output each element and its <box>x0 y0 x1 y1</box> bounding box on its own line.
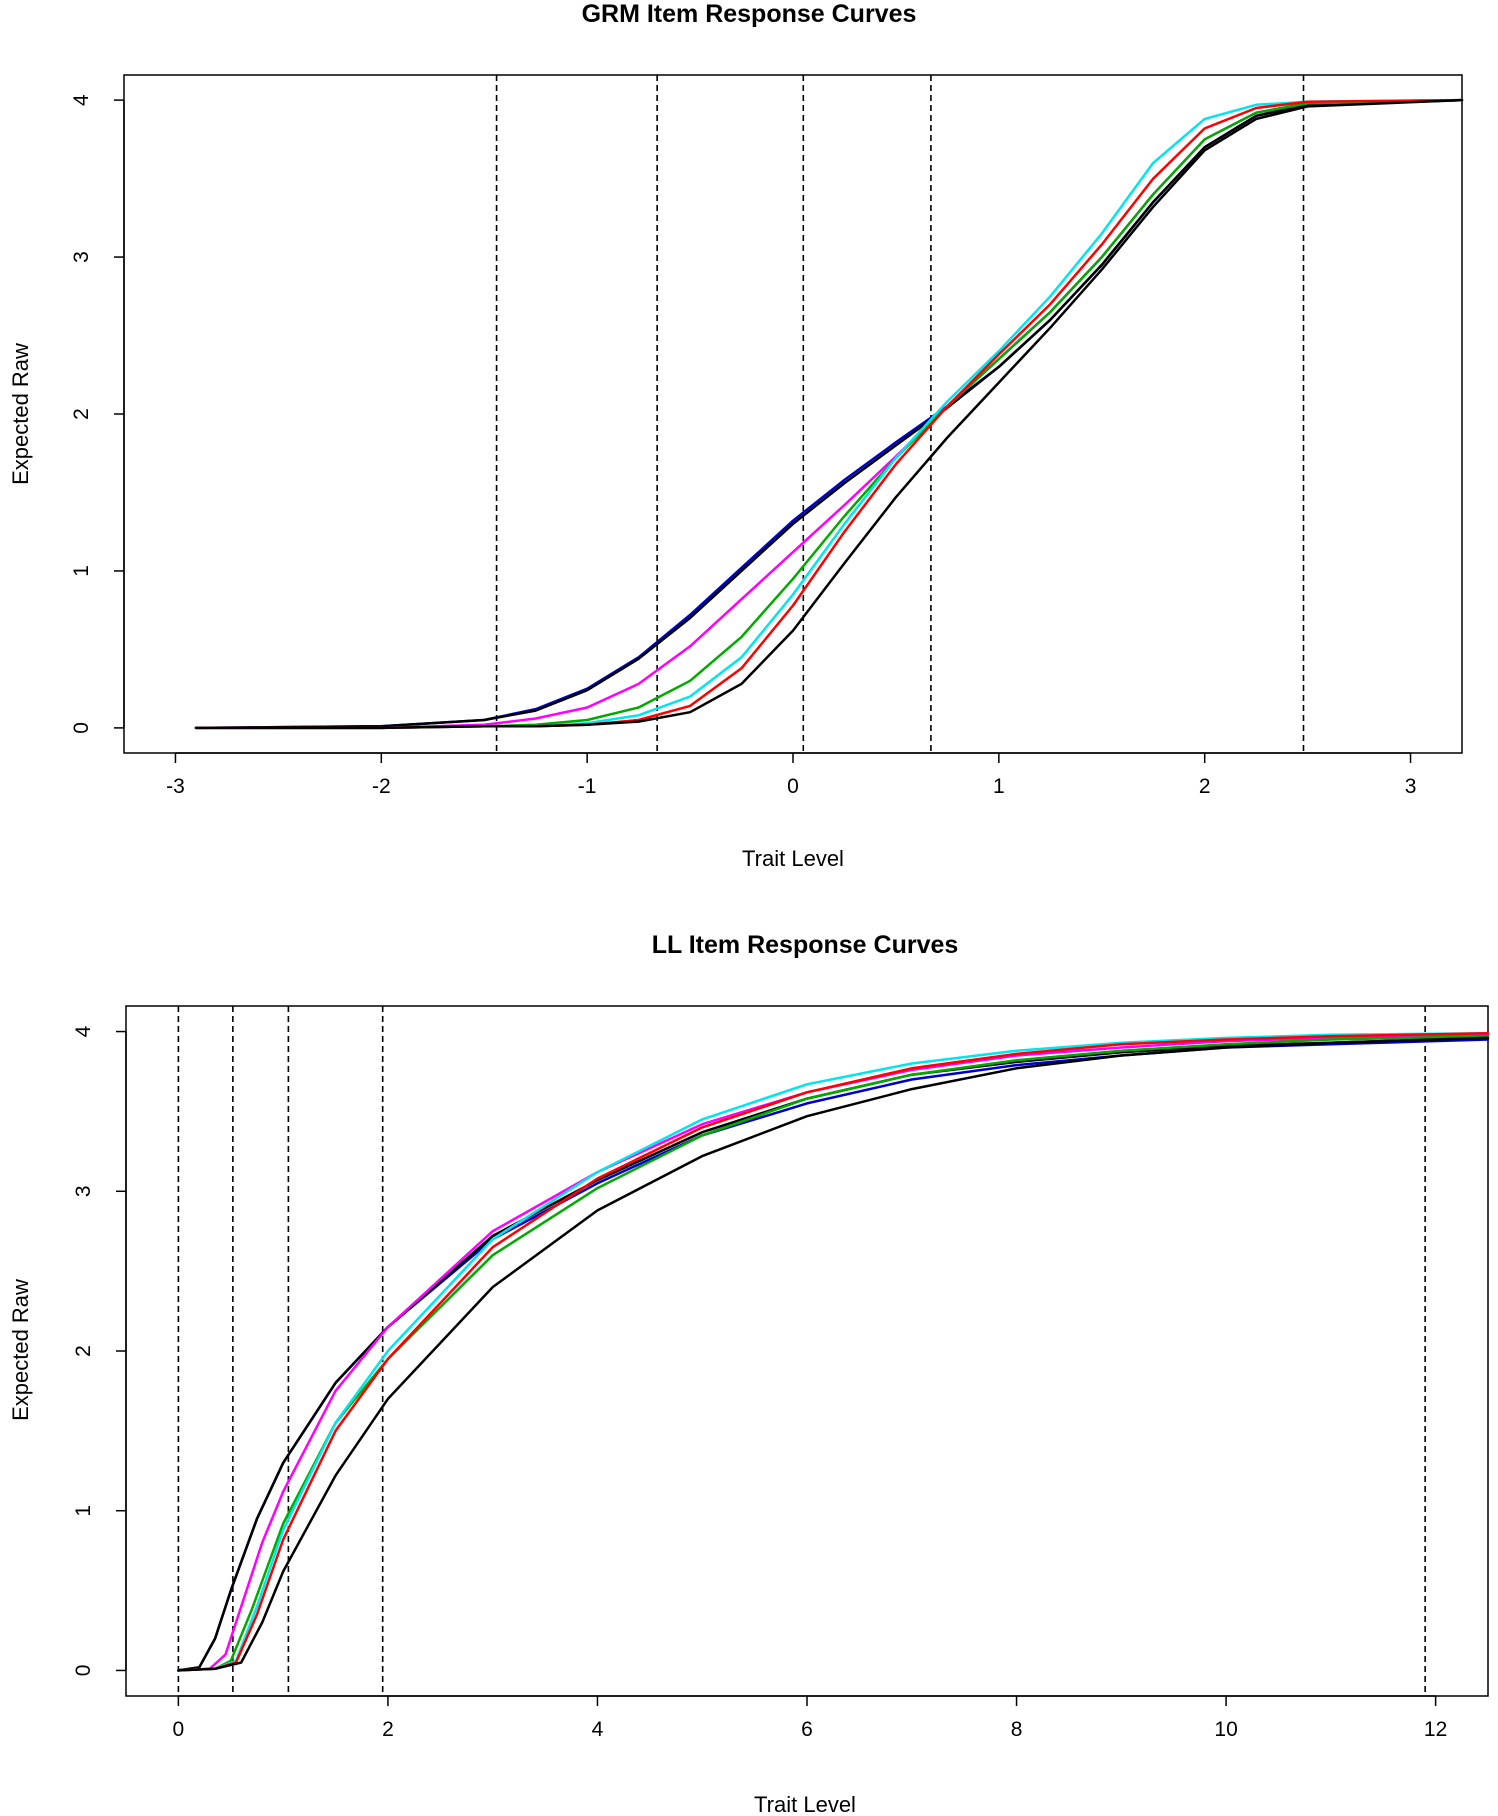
series-line-3 <box>194 98 1464 730</box>
x-tick-label: 12 <box>1424 1718 1447 1741</box>
series-line-0 <box>194 98 1464 730</box>
series-line-0 <box>177 1038 1490 1672</box>
x-tick-label: 8 <box>1011 1718 1023 1741</box>
x-tick-label: 10 <box>1214 1718 1237 1741</box>
chart-title: LL Item Response Curves <box>652 931 959 959</box>
series-line-6 <box>177 1036 1490 1672</box>
series-line-1 <box>177 1036 1490 1672</box>
y-axis: 0 1 2 3 4 <box>70 94 125 734</box>
y-tick-label: 4 <box>72 1025 95 1037</box>
series-line-1 <box>194 98 1464 730</box>
series-line-4 <box>177 1031 1490 1672</box>
y-axis: 0 1 2 3 4 <box>72 1025 127 1677</box>
x-axis-label: Trait Level <box>754 1792 856 1816</box>
y-tick-label: 0 <box>72 1665 95 1677</box>
y-tick-label: 4 <box>70 94 93 106</box>
x-tick-label: 1 <box>993 775 1005 798</box>
plot-frame <box>123 74 1463 754</box>
y-tick-label: 0 <box>70 722 93 734</box>
series-line-6 <box>194 98 1464 730</box>
x-tick-label: 4 <box>592 1718 604 1741</box>
y-tick-label: 1 <box>70 565 93 577</box>
y-tick-label: 2 <box>72 1345 95 1357</box>
x-tick-label: 2 <box>382 1718 394 1741</box>
x-tick-label: 2 <box>1199 775 1211 798</box>
x-tick-label: -3 <box>166 775 185 798</box>
y-tick-label: 2 <box>70 408 93 420</box>
y-axis-label: Expected Raw <box>8 343 33 485</box>
chart-title: GRM Item Response Curves <box>582 0 917 28</box>
y-tick-label: 3 <box>70 251 93 263</box>
x-tick-label: -2 <box>372 775 391 798</box>
series-line-3 <box>177 1035 1490 1672</box>
y-tick-label: 1 <box>72 1505 95 1517</box>
y-tick-label: 3 <box>72 1185 95 1197</box>
y-axis-label: Expected Raw <box>8 1279 33 1421</box>
ll-chart: LL Item Response Curves 0 2 4 6 8 10 12 01234 … <box>8 931 1490 1816</box>
x-axis: 0 2 4 6 8 10 12 <box>173 1695 1447 1741</box>
x-axis-label: Trait Level <box>742 846 844 871</box>
cutoff-lines <box>177 1006 1426 1696</box>
series-line-5 <box>194 98 1464 730</box>
series-line-2 <box>194 98 1464 730</box>
cutoff-lines <box>495 75 1305 753</box>
plot-frame <box>125 1005 1489 1697</box>
x-tick-label: 0 <box>173 1718 185 1741</box>
x-tick-label: 6 <box>801 1718 813 1741</box>
series-group <box>194 98 1464 730</box>
series-line-4 <box>194 98 1464 730</box>
x-axis: -3 -2 -1 0 1 2 3 <box>166 752 1417 798</box>
grm-chart: GRM Item Response Curves -3 -2 -1 0 1 2 3 0 1 2 3… <box>8 0 1464 871</box>
series-line-5 <box>177 1031 1490 1672</box>
series-line-2 <box>177 1033 1490 1672</box>
series-group <box>177 1031 1490 1672</box>
x-tick-label: -1 <box>578 775 597 798</box>
x-tick-label: 3 <box>1405 775 1417 798</box>
x-tick-label: 0 <box>787 775 799 798</box>
